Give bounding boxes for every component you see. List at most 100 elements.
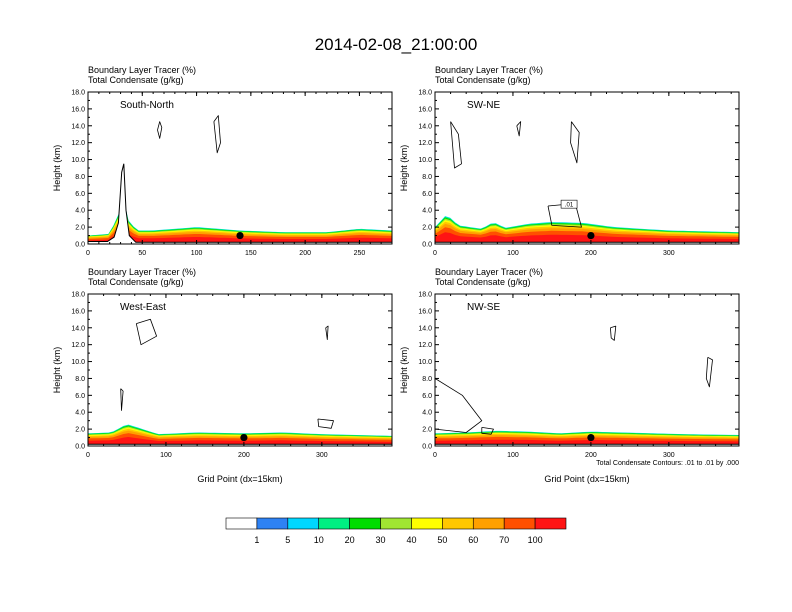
y-tick-label: 10.0 (71, 359, 85, 366)
y-axis-title: Height (km) (52, 347, 62, 394)
colorbar: 1 5 10 20 30 40 50 60 70 100 (225, 517, 567, 545)
x-tick-label: 100 (160, 452, 172, 459)
condensate-contour (317, 418, 334, 429)
x-tick-label: 100 (191, 250, 203, 257)
x-tick-label: 300 (663, 452, 675, 459)
y-tick-label: 12.0 (71, 140, 85, 147)
y-tick-label: 14.0 (418, 325, 432, 332)
x-tick-label: 300 (663, 250, 675, 257)
panel-west-east: Boundary Layer Tracer (%)Total Condensat… (52, 267, 393, 484)
colorbar-swatch (349, 517, 381, 530)
location-marker (240, 433, 248, 442)
y-tick-label: 2.0 (75, 225, 85, 232)
y-tick-label: 14.0 (71, 325, 85, 332)
panel-header-line: Boundary Layer Tracer (%) (88, 267, 196, 277)
tracer-band (88, 437, 392, 446)
colorbar-swatch (380, 517, 412, 530)
colorbar-label: 20 (345, 535, 355, 545)
y-tick-label: 18.0 (418, 292, 432, 299)
colorbar-label: 40 (406, 535, 416, 545)
y-tick-label: 16.0 (418, 308, 432, 315)
panel-header-line: Boundary Layer Tracer (%) (88, 65, 196, 75)
x-axis-title: Grid Point (dx=15km) (544, 474, 629, 484)
panel-nw-se: Boundary Layer Tracer (%)Total Condensat… (399, 267, 740, 484)
x-tick-label: 100 (507, 452, 519, 459)
panel-header-line: Total Condensate (g/kg) (435, 277, 531, 287)
x-axis-title: Grid Point (dx=15km) (197, 474, 282, 484)
x-tick-label: 200 (299, 250, 311, 257)
condensate-contour (481, 427, 494, 435)
colorbar-swatch (256, 517, 289, 530)
y-tick-label: 12.0 (418, 342, 432, 349)
panel-label: SW-NE (467, 100, 500, 111)
contour-annotation-box (560, 199, 578, 209)
panel-south-north: Boundary Layer Tracer (%)Total Condensat… (52, 65, 393, 257)
panel-header-line: Total Condensate (g/kg) (435, 75, 531, 85)
y-tick-label: 12.0 (71, 342, 85, 349)
condensate-contour (325, 325, 329, 340)
colorbar-label: 60 (468, 535, 478, 545)
plot-area (88, 318, 392, 446)
y-tick-label: 4.0 (75, 208, 85, 215)
plot-frame (434, 91, 740, 245)
tracer-band (88, 216, 392, 244)
x-tick-label: 300 (316, 452, 328, 459)
y-tick-label: 14.0 (418, 123, 432, 130)
location-marker (236, 231, 244, 240)
plot-area (435, 325, 739, 446)
colorbar-swatch (503, 517, 536, 530)
terrain-fill (88, 163, 392, 244)
condensate-contour (213, 115, 221, 154)
x-tick-label: 150 (245, 250, 257, 257)
contour-annotation-label: .01 (565, 203, 574, 209)
colorbar-label: 100 (528, 535, 543, 545)
x-tick-label: 0 (86, 452, 90, 459)
y-tick-label: 16.0 (71, 308, 85, 315)
x-tick-label: 0 (433, 250, 437, 257)
y-tick-label: 8.0 (422, 174, 432, 181)
x-tick-label: 200 (585, 452, 597, 459)
y-tick-label: 2.0 (75, 427, 85, 434)
plot-area (435, 121, 739, 244)
terrain-line (88, 163, 392, 243)
panel-label: NW-SE (467, 302, 500, 313)
y-tick-label: 10.0 (418, 157, 432, 164)
panel-label: West-East (120, 302, 166, 313)
tracer-band (88, 224, 392, 244)
y-axis-title: Height (km) (52, 145, 62, 192)
colorbar-swatch (472, 517, 505, 530)
y-tick-label: 4.0 (422, 208, 432, 215)
location-marker (587, 433, 595, 442)
y-tick-label: 4.0 (422, 410, 432, 417)
y-tick-label: 12.0 (418, 140, 432, 147)
panel-label: South-North (120, 100, 174, 111)
y-tick-label: 16.0 (418, 106, 432, 113)
condensate-contour (450, 121, 462, 169)
panel-header-line: Total Condensate (g/kg) (88, 277, 184, 287)
y-axis-title: Height (km) (399, 145, 409, 192)
plot-frame (434, 293, 740, 447)
y-tick-label: 4.0 (75, 410, 85, 417)
panel-header-line: Boundary Layer Tracer (%) (435, 267, 543, 277)
x-tick-label: 0 (433, 452, 437, 459)
colorbar-label: 10 (314, 535, 324, 545)
location-marker (587, 231, 595, 240)
colorbar-label: 70 (499, 535, 509, 545)
y-tick-label: 0.0 (422, 444, 432, 451)
panels: Boundary Layer Tracer (%)Total Condensat… (52, 65, 740, 484)
condensate-contour (120, 388, 124, 411)
colorbar-swatch (225, 517, 258, 530)
colorbar-swatch (442, 517, 474, 530)
panel-header-line: Boundary Layer Tracer (%) (435, 65, 543, 75)
y-axis-title: Height (km) (399, 347, 409, 394)
figure-title: 2014-02-08_21:00:00 (315, 35, 478, 54)
condensate-contour (516, 121, 522, 137)
colorbar-label: 30 (376, 535, 386, 545)
colorbar-label: 5 (285, 535, 290, 545)
condensate-contour (610, 325, 617, 341)
y-tick-label: 6.0 (422, 393, 432, 400)
condensate-contour (135, 318, 157, 346)
x-tick-label: 250 (354, 250, 366, 257)
tracer-band (435, 232, 739, 244)
